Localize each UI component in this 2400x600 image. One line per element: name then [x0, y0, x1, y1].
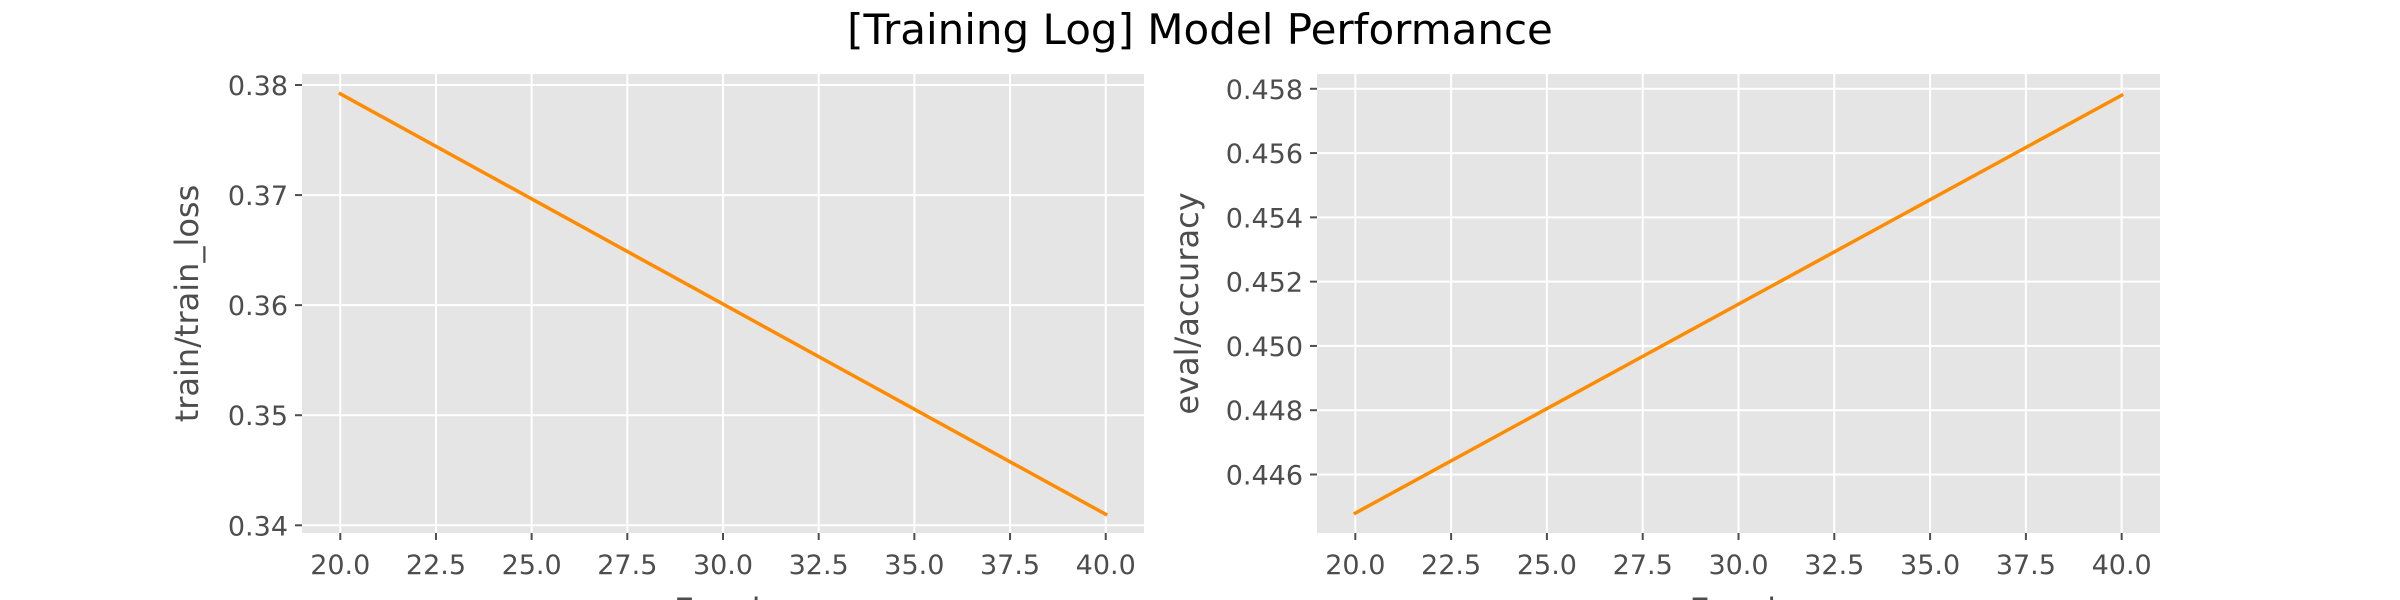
x-tick-label: 27.5: [597, 550, 657, 581]
x-tick-label: 40.0: [2092, 550, 2152, 581]
x-tick-label: 30.0: [693, 550, 753, 581]
x-tick-label: 25.0: [502, 550, 562, 581]
chart-2: 20.0 22.5 25.0 27.5 30.0 32.5 35.0 37.5 40.0 0.44…: [1168, 74, 2160, 600]
y-tick-label: 0.456: [1226, 139, 1303, 170]
y-tick-label: 0.448: [1226, 396, 1303, 427]
y-tick-label: 0.454: [1226, 203, 1303, 234]
y-tick-label: 0.34: [228, 511, 288, 542]
x-tick-label: 30.0: [1708, 550, 1768, 581]
chart-1: 20.0 22.5 25.0 27.5 30.0 32.5 35.0 37.5 40.0 0.34…: [168, 71, 1144, 600]
y-tick-label: 0.450: [1226, 332, 1303, 363]
x-tick-label: 27.5: [1613, 550, 1673, 581]
x-tick-label: 22.5: [1421, 550, 1481, 581]
y-tick-label: 0.446: [1226, 461, 1303, 492]
x-tick-label: 20.0: [310, 550, 370, 581]
y-tick-label: 0.35: [228, 401, 288, 432]
y-tick-label: 0.452: [1226, 268, 1303, 299]
x-tick-label: 37.5: [980, 550, 1040, 581]
x-tick-label: 37.5: [1996, 550, 2056, 581]
y-axis-label: eval/accuracy: [1168, 192, 1206, 414]
x-tick-label: 35.0: [1900, 550, 1960, 581]
y-tick-label: 0.458: [1226, 75, 1303, 106]
x-tick-label: 40.0: [1076, 550, 1136, 581]
x-axis-label: Epoch: [674, 591, 772, 600]
series-line: [337, 91, 1109, 517]
y-axis-label: train/train_loss: [168, 185, 206, 423]
page-title: [Training Log] Model Performance: [847, 5, 1553, 54]
x-tick-label: 35.0: [884, 550, 944, 581]
x-tick-label: 22.5: [406, 550, 466, 581]
x-axis-label: Epoch: [1690, 591, 1788, 600]
series-line: [1352, 92, 2125, 516]
y-tick-label: 0.38: [228, 71, 288, 102]
x-tick-label: 32.5: [1804, 550, 1864, 581]
x-tick-label: 20.0: [1325, 550, 1385, 581]
x-tick-label: 32.5: [789, 550, 849, 581]
x-tick-label: 25.0: [1517, 550, 1577, 581]
y-tick-label: 0.37: [228, 181, 288, 212]
y-tick-label: 0.36: [228, 291, 288, 322]
